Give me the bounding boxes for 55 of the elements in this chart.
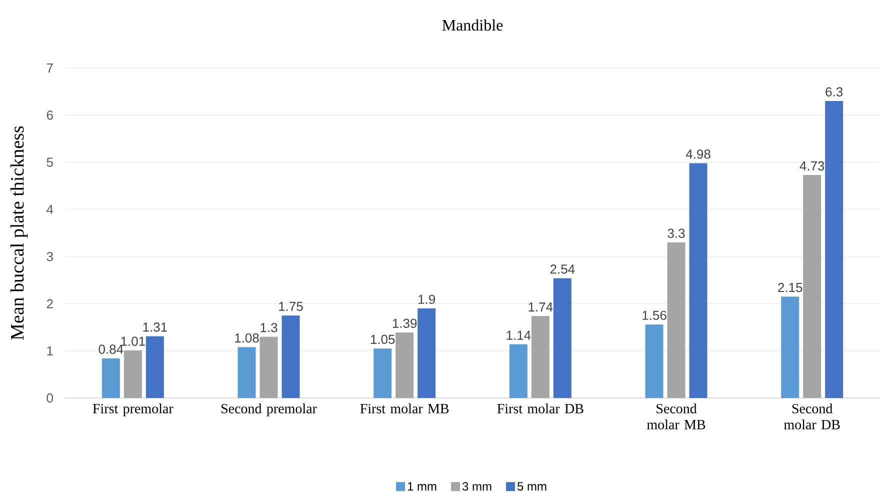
bar [825,101,844,398]
bar [781,296,800,398]
data-label: 4.98 [686,150,710,159]
data-label: 2.54 [550,264,575,274]
x-tick-label: Second molar DB [784,404,840,430]
y-tick-label: 5 [46,158,53,167]
bar [803,175,822,398]
bar [531,316,550,398]
y-tick-label: 7 [46,64,53,72]
bar [645,324,664,398]
y-tick-label: 0 [46,393,53,403]
x-tick-label: Second premolar [221,404,317,416]
bar [260,336,278,398]
data-label: 3.3 [668,228,685,238]
data-label: 1.9 [418,294,435,304]
bar [689,163,708,398]
data-label: 4.73 [800,161,824,170]
bar [418,308,436,398]
data-label: 2.15 [778,282,802,292]
bar [374,348,392,398]
y-tick-label: 3 [46,252,53,262]
data-label: 1.14 [506,330,531,340]
data-label: 1.31 [143,322,167,332]
y-tick-label: 4 [46,204,54,214]
y-tick-label: 1 [47,346,53,356]
legend-label: 5 mm [517,482,546,491]
x-tick-label: First molar MB [360,404,449,414]
bar [396,332,414,398]
bar [509,344,528,398]
y-tick-label: 2 [46,299,53,308]
bar [667,242,686,398]
bar [146,336,164,398]
data-label: 1.08 [235,333,259,343]
legend-label: 1 mm [408,482,436,490]
legend-label: 3 mm [462,482,492,491]
y-axis-title: Mean buccal plate thickness [10,126,28,340]
bar [102,358,120,398]
data-label: 1.3 [260,322,278,332]
data-label: 1.75 [279,302,303,311]
data-label: 1.05 [370,334,395,344]
data-label: 1.01 [121,336,145,346]
data-label: 0.84 [98,344,124,354]
chart-title: Mandible [442,19,503,31]
y-tick-label: 6 [46,110,53,120]
x-tick-label: First premolar [92,404,174,416]
data-label: 1.56 [642,310,666,320]
data-label: 6.3 [826,87,843,96]
bar [124,350,142,398]
data-label: 1.39 [392,318,417,328]
data-label: 1.74 [528,302,553,312]
x-tick-label: Second molar MB [646,404,706,430]
bar [553,278,572,398]
bar [238,347,256,398]
x-tick-label: First molar DB [497,404,584,414]
bar [282,316,300,398]
